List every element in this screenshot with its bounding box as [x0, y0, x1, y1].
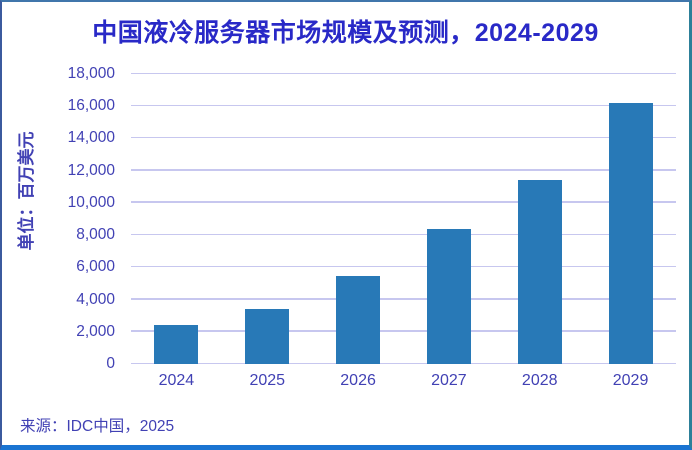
gridline	[131, 362, 676, 364]
x-tick-label: 2027	[431, 372, 467, 389]
bar-series	[131, 74, 676, 364]
y-tick-label: 14,000	[67, 129, 115, 147]
gridline	[131, 233, 676, 236]
y-tick-label: 4,000	[76, 290, 115, 308]
bar-slot-2029	[585, 74, 676, 364]
gridline	[131, 104, 676, 107]
y-tick-label: 12,000	[67, 161, 115, 179]
y-tick-label: 10,000	[67, 193, 115, 211]
bar-2026	[336, 276, 381, 364]
y-tick-label: 8,000	[76, 226, 115, 244]
gridline	[131, 265, 676, 268]
y-tick-label: 18,000	[67, 65, 115, 82]
y-tick-label: 16,000	[67, 97, 115, 115]
bar-2029	[608, 103, 653, 364]
bar-slot-2025	[222, 74, 313, 364]
x-axis-tick-labels: 2024 2025 2026 2027 2028 2029	[131, 372, 676, 390]
gridline	[131, 169, 676, 171]
bar-2024	[154, 325, 199, 364]
source-note: 来源：IDC中国，2025	[20, 418, 175, 435]
gridline	[131, 298, 676, 300]
bar-2025	[245, 309, 290, 364]
bar-slot-2027	[403, 74, 494, 364]
x-tick-label: 2028	[521, 372, 558, 389]
chart-title: 中国液冷服务器市场规模及预测，2024-2029	[92, 19, 599, 47]
x-tick-label: 2029	[612, 372, 649, 389]
bar-2028	[517, 179, 562, 364]
y-tick-label: 0	[106, 355, 115, 372]
bar-slot-2026	[313, 74, 404, 364]
bar-2027	[426, 228, 471, 364]
gridline	[131, 72, 676, 74]
plot-area	[131, 72, 676, 364]
gridline	[131, 330, 676, 332]
x-tick-label: 2025	[249, 372, 286, 389]
bar-slot-2024	[131, 74, 222, 364]
x-tick-label: 2026	[340, 372, 376, 389]
gridline	[131, 136, 676, 139]
bar-slot-2028	[494, 74, 585, 364]
y-tick-label: 6,000	[76, 258, 115, 276]
y-axis-title: 单位：百万美元	[17, 131, 36, 251]
y-tick-label: 2,000	[76, 322, 115, 340]
x-tick-label: 2024	[158, 372, 195, 389]
gridline	[131, 201, 676, 203]
